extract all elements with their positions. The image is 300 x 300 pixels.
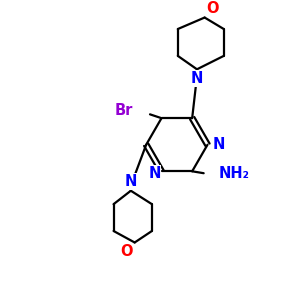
Text: O: O bbox=[120, 244, 133, 260]
Text: N: N bbox=[212, 137, 225, 152]
Text: NH₂: NH₂ bbox=[219, 166, 250, 181]
Text: N: N bbox=[148, 166, 160, 181]
Text: N: N bbox=[191, 71, 203, 86]
Text: Br: Br bbox=[114, 103, 133, 118]
Text: N: N bbox=[124, 174, 137, 189]
Text: O: O bbox=[206, 1, 219, 16]
